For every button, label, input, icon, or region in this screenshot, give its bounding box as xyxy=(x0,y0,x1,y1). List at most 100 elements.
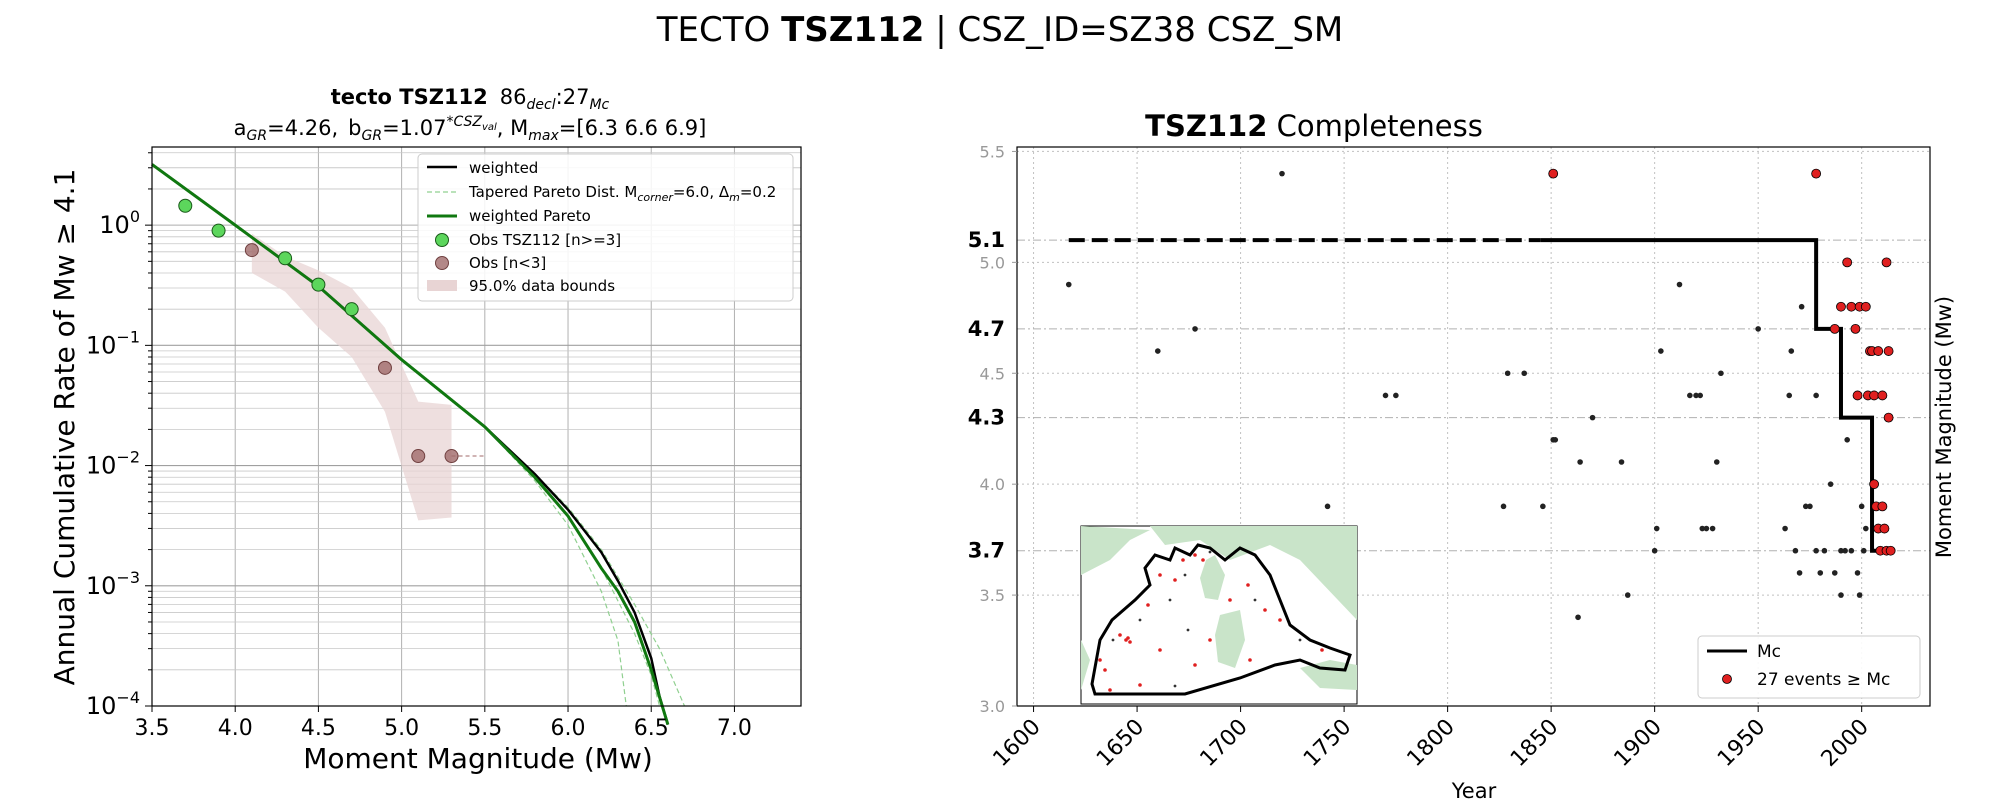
right-event-below-mc xyxy=(1786,392,1793,399)
right-event-above-mc xyxy=(1869,390,1880,401)
legend-tapered-label: Tapered Pareto Dist. Mcorner=6.0, Δm=0.2 xyxy=(468,183,776,204)
right-ytick-label: 4.0 xyxy=(980,475,1005,494)
inset-event-dot xyxy=(1278,618,1282,622)
right-event-above-mc xyxy=(1829,323,1840,334)
right-axes-frame xyxy=(1016,146,1931,707)
right-legend: Mc 27 events ≥ Mc xyxy=(1697,635,1921,699)
left-ytick-label: 10−1 xyxy=(86,327,140,359)
left-obs-point xyxy=(211,223,226,238)
inset-event-dot xyxy=(1103,668,1107,672)
inset-event-dot xyxy=(1138,683,1142,687)
left-obs-low-point xyxy=(244,243,259,258)
right-ytick-label: 5.0 xyxy=(980,253,1005,272)
inset-event-dot xyxy=(1320,648,1324,652)
legend-obs-low-label: Obs [n<3] xyxy=(469,254,546,272)
right-event-below-mc xyxy=(1279,170,1285,177)
right-ytick-label: 3.5 xyxy=(980,586,1005,605)
right-event-below-mc xyxy=(1848,547,1855,554)
right-event-above-mc xyxy=(1877,501,1888,512)
right-event-above-mc xyxy=(1883,346,1894,356)
inset-event-dot xyxy=(1111,638,1115,642)
inset-event-dot xyxy=(1126,636,1130,640)
right-event-below-mc xyxy=(1821,547,1828,554)
right-event-below-mc xyxy=(1842,547,1848,554)
left-tapered-curve xyxy=(484,426,686,707)
right-event-below-mc xyxy=(1577,459,1583,465)
right-xtick-label: 1700 xyxy=(1196,715,1253,772)
left-title-line1: tecto TSZ112 86decl:27Mc xyxy=(331,85,610,113)
right-ylabel: Moment Magnitude (Mw) xyxy=(1932,296,1956,558)
right-event-below-mc xyxy=(1589,414,1596,421)
right-event-below-mc xyxy=(1324,503,1331,510)
inset-event-dot xyxy=(1201,558,1205,562)
left-obs-point xyxy=(178,198,193,213)
inset-island-sicily xyxy=(1300,660,1357,690)
left-obs-low-point xyxy=(411,449,426,464)
right-mc-level-label: 5.1 xyxy=(968,228,1005,252)
legend-pareto-label: weighted Pareto xyxy=(469,207,591,225)
inset-event-dot xyxy=(1108,688,1112,692)
inset-zone-outline xyxy=(1090,543,1352,696)
right-event-above-mc xyxy=(1811,168,1822,179)
right-event-below-mc xyxy=(1827,481,1834,487)
left-tapered-curve xyxy=(484,426,661,707)
right-event-below-mc xyxy=(1552,437,1559,443)
left-obs-low-point xyxy=(377,360,392,375)
left-ytick-label: 10−3 xyxy=(86,568,140,600)
right-ytick-label: 3.0 xyxy=(980,697,1005,716)
left-panel-gr-rate-plot: tecto TSZ112 86decl:27Mc aGR=4.26, bGR=1.0… xyxy=(48,85,802,775)
right-event-below-mc xyxy=(1154,348,1161,354)
right-event-below-mc xyxy=(1831,570,1838,576)
inset-land-north xyxy=(1081,526,1357,620)
legend-events-label: 27 events ≥ Mc xyxy=(1757,670,1890,690)
right-event-below-mc xyxy=(1858,503,1865,510)
right-event-above-mc xyxy=(1881,257,1892,268)
right-event-below-mc xyxy=(1393,392,1399,399)
inset-event-dot xyxy=(1246,583,1250,587)
inset-event-dot xyxy=(1146,603,1150,607)
legend-mc-label: Mc xyxy=(1757,642,1781,662)
right-event-above-mc xyxy=(1850,323,1861,334)
right-event-below-mc xyxy=(1540,503,1546,510)
left-obs-point xyxy=(344,302,359,317)
right-event-below-mc xyxy=(1856,592,1863,598)
right-event-below-mc xyxy=(1788,348,1795,354)
right-event-below-mc xyxy=(1844,437,1850,443)
map-inset xyxy=(1080,525,1358,705)
left-obs-point xyxy=(311,277,326,292)
left-xtick-label: 4.5 xyxy=(301,716,336,741)
left-axes-frame xyxy=(151,146,802,707)
left-ytick-label: 10−2 xyxy=(86,448,140,480)
right-event-below-mc xyxy=(1709,525,1716,532)
legend-events-marker xyxy=(1722,674,1732,684)
inset-event-dot xyxy=(1183,573,1187,577)
right-xtick-label: 1900 xyxy=(1610,715,1667,772)
right-title: TSZ112 Completeness xyxy=(1145,109,1483,143)
right-event-above-mc xyxy=(1877,390,1888,401)
right-event-above-mc xyxy=(1842,257,1853,268)
right-xtick-label: 1950 xyxy=(1713,715,1770,772)
inset-event-dot xyxy=(1158,648,1162,652)
left-legend: weighted Tapered Pareto Dist. Mcorner=6.… xyxy=(417,153,794,302)
right-event-above-mc xyxy=(1852,390,1863,401)
left-ytick-label: 100 xyxy=(99,207,140,239)
legend-obs-marker xyxy=(435,233,449,247)
inset-island-sardinia xyxy=(1215,610,1245,668)
right-event-below-mc xyxy=(1653,525,1660,532)
right-mc-level-label: 4.7 xyxy=(968,317,1005,341)
legend-bounds-label: 95.0% data bounds xyxy=(469,277,615,295)
figure-title: TECTO TSZ112 | CSZ_ID=SZ38 CSZ_SM xyxy=(656,10,1344,50)
right-event-below-mc xyxy=(1521,370,1528,377)
left-legend-box xyxy=(417,153,794,302)
left-obs-low-point xyxy=(444,449,459,464)
inset-event-dot xyxy=(1186,628,1190,632)
inset-event-dot xyxy=(1208,550,1212,554)
right-event-below-mc xyxy=(1798,303,1805,310)
right-event-below-mc xyxy=(1863,525,1869,532)
right-xtick-label: 1600 xyxy=(989,715,1046,772)
right-event-below-mc xyxy=(1192,326,1198,332)
left-tapered-curve xyxy=(484,426,627,707)
right-event-below-mc xyxy=(1796,570,1803,576)
inset-event-dot xyxy=(1138,618,1142,622)
